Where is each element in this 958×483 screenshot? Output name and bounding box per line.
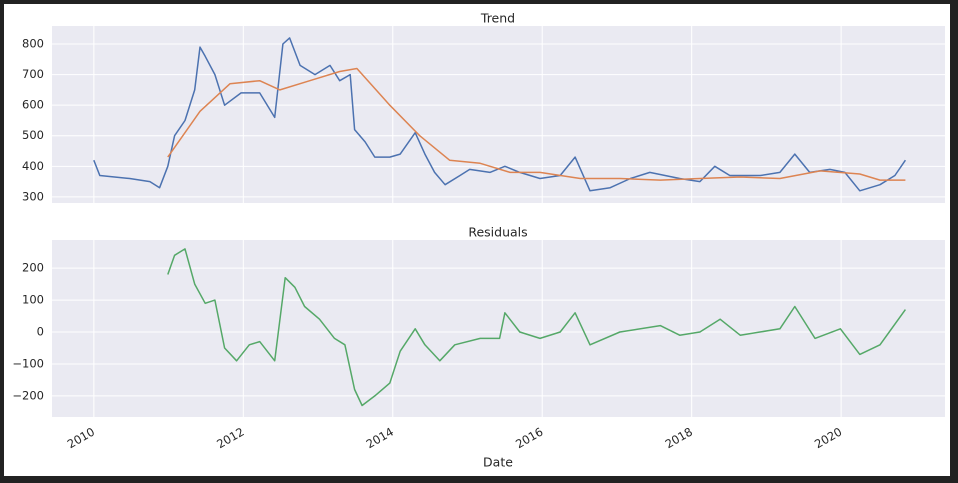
- y-tick-label: 700: [22, 67, 44, 81]
- y-tick-label: 800: [22, 37, 44, 51]
- line-series: [167, 67, 906, 181]
- trend-title: Trend: [480, 11, 515, 26]
- line-series: [93, 37, 907, 192]
- y-tick-label: 100: [22, 293, 44, 307]
- y-tick-label: −100: [12, 356, 44, 370]
- y-tick-label: 500: [22, 128, 44, 142]
- y-tick-label: 0: [37, 325, 44, 339]
- x-axis-label: Date: [483, 455, 513, 470]
- line-series: [167, 248, 907, 407]
- y-tick-label: 600: [22, 98, 44, 112]
- y-tick-label: −200: [12, 388, 44, 402]
- y-tick-label: 400: [22, 159, 44, 173]
- y-tick-label: 200: [22, 261, 44, 275]
- y-tick-label: 300: [22, 189, 44, 203]
- residuals-title: Residuals: [468, 225, 527, 240]
- plot-background: [52, 26, 945, 203]
- plot-background: [52, 240, 945, 417]
